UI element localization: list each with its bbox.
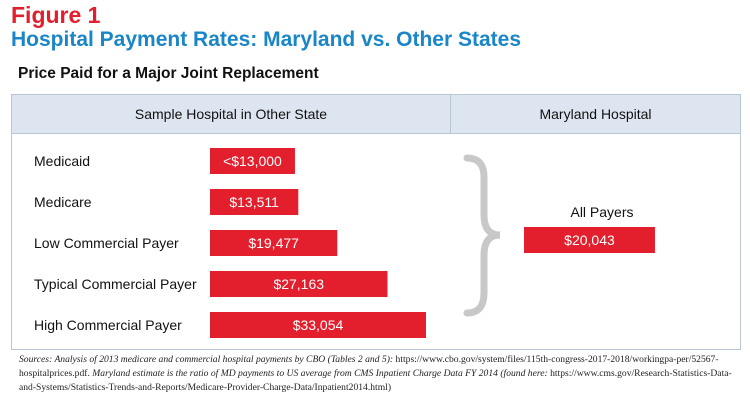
value-label-typical-commercial-payer: $27,163 [273,276,324,292]
value-label-low-commercial-payer: $19,477 [248,235,299,251]
category-label-high-commercial-payer: High Commercial Payer [34,317,182,333]
category-label-low-commercial-payer: Low Commercial Payer [34,235,179,251]
bar-low-commercial-payer [210,230,338,256]
bar-high-commercial-payer [210,312,426,338]
category-label-medicare: Medicare [34,194,92,210]
panel-header-other-state: Sample Hospital in Other State [12,95,451,134]
bar-typical-commercial-payer [210,271,388,297]
panel-header-maryland: Maryland Hospital [451,95,740,134]
value-label-high-commercial-payer: $33,054 [293,317,344,333]
value-label-all-payers: $20,043 [564,232,615,248]
bar-medicare [210,189,299,215]
curly-brace [463,154,501,317]
category-label-typical-commercial-payer: Typical Commercial Payer [34,276,197,292]
category-label-all-payers: All Payers [570,204,633,220]
figure-label: Figure 1 [11,2,101,28]
value-label-medicaid: <$13,000 [223,153,282,169]
bar-all-payers [524,227,655,253]
chart-panel: Sample Hospital in Other State Maryland … [11,94,741,350]
sources-cbo-link[interactable]: https://www.cbo.gov/system/files/115th-c… [19,354,719,379]
chart-title: Price Paid for a Major Joint Replacement [18,65,319,82]
category-label-medicaid: Medicaid [34,153,90,169]
figure-title: Hospital Payment Rates: Maryland vs. Oth… [11,28,521,51]
value-label-medicare: $13,511 [229,194,279,210]
sources-maryland-note: Maryland estimate is the ratio of MD pay… [92,368,551,379]
sources-intro: Sources: Analysis of 2013 medicare and c… [19,354,396,365]
bar-medicaid [210,148,295,174]
sources-note: Sources: Analysis of 2013 medicare and c… [19,353,735,395]
sources-cms-link[interactable]: https://www.cms.gov/Research-Statistics-… [19,368,732,393]
bar-chart: Medicaid <$13,000 Medicare $13,511 Low Comme… [34,148,655,338]
